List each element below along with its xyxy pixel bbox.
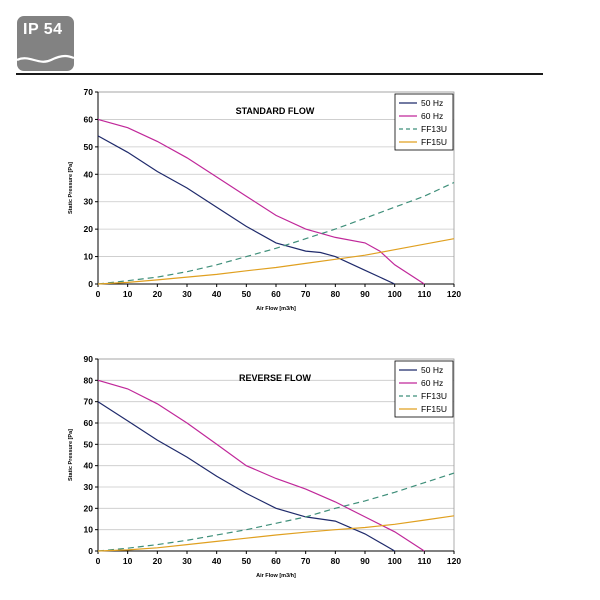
x-tick-label: 110 bbox=[417, 289, 431, 299]
x-axis-label: Air Flow [m3/h] bbox=[256, 306, 296, 312]
x-tick-label: 110 bbox=[417, 556, 431, 566]
x-tick-label: 30 bbox=[182, 289, 192, 299]
x-tick-label: 50 bbox=[242, 556, 252, 566]
x-tick-label: 90 bbox=[360, 289, 370, 299]
legend-label: 60 Hz bbox=[421, 111, 443, 121]
header-divider bbox=[16, 73, 543, 75]
x-tick-label: 80 bbox=[331, 556, 341, 566]
y-tick-label: 30 bbox=[84, 197, 94, 207]
y-tick-label: 30 bbox=[84, 482, 94, 492]
x-tick-label: 100 bbox=[388, 556, 402, 566]
ip-rating-badge: IP 54 bbox=[17, 16, 74, 71]
ip-rating-label: IP 54 bbox=[23, 21, 63, 38]
y-tick-label: 70 bbox=[84, 87, 94, 97]
x-tick-label: 60 bbox=[271, 289, 281, 299]
y-tick-label: 50 bbox=[84, 439, 94, 449]
y-tick-label: 40 bbox=[84, 461, 94, 471]
y-tick-label: 20 bbox=[84, 503, 94, 513]
x-axis-label: Air Flow [m3/h] bbox=[256, 573, 296, 579]
chart-title: REVERSE FLOW bbox=[239, 373, 312, 383]
x-tick-label: 80 bbox=[331, 289, 341, 299]
y-tick-label: 70 bbox=[84, 397, 94, 407]
y-tick-label: 40 bbox=[84, 169, 94, 179]
series-line-ff13u bbox=[97, 472, 455, 552]
y-tick-label: 80 bbox=[84, 375, 94, 385]
legend-label: 50 Hz bbox=[421, 98, 443, 108]
x-tick-label: 0 bbox=[96, 556, 101, 566]
series-line-50-hz bbox=[97, 401, 395, 552]
legend-label: FF13U bbox=[421, 391, 447, 401]
y-tick-label: 20 bbox=[84, 224, 94, 234]
x-tick-label: 70 bbox=[301, 556, 311, 566]
x-tick-label: 70 bbox=[301, 289, 311, 299]
series-line-60-hz bbox=[97, 379, 425, 552]
standard-flow-plot: 0 10 20 30 40 50 60 70 0 10 20 30 40 50 60 70 80 90 100 110… bbox=[68, 87, 461, 312]
chart-title: STANDARD FLOW bbox=[236, 106, 315, 116]
x-tick-label: 120 bbox=[447, 289, 461, 299]
y-tick-label: 0 bbox=[88, 279, 93, 289]
x-tick-label: 120 bbox=[447, 556, 461, 566]
legend-label: 60 Hz bbox=[421, 378, 443, 388]
series-line-ff13u bbox=[97, 181, 455, 285]
y-tick-label: 60 bbox=[84, 114, 94, 124]
y-tick-label: 50 bbox=[84, 142, 94, 152]
y-tick-label: 90 bbox=[84, 354, 94, 364]
legend-label: 50 Hz bbox=[421, 365, 443, 375]
x-tick-label: 0 bbox=[96, 289, 101, 299]
x-tick-label: 50 bbox=[242, 289, 252, 299]
reverse-flow-chart: 0 10 20 30 40 50 60 70 80 90 0 10 20 30 40 50 60 70 80 90 10… bbox=[0, 347, 600, 587]
y-axis-label: Static Pressure [Pa] bbox=[68, 162, 74, 214]
y-axis-label: Static Pressure [Pa] bbox=[68, 429, 74, 481]
y-tick-label: 10 bbox=[84, 525, 94, 535]
legend-label: FF15U bbox=[421, 404, 447, 414]
x-tick-label: 40 bbox=[212, 289, 222, 299]
y-tick-label: 10 bbox=[84, 252, 94, 262]
series-line-ff15u bbox=[97, 515, 455, 552]
series-line-ff15u bbox=[97, 238, 455, 285]
x-tick-label: 20 bbox=[153, 289, 163, 299]
x-tick-label: 60 bbox=[271, 556, 281, 566]
legend-label: FF15U bbox=[421, 137, 447, 147]
y-tick-label: 60 bbox=[84, 418, 94, 428]
wave-icon bbox=[17, 54, 74, 63]
x-tick-label: 20 bbox=[153, 556, 163, 566]
series-line-60-hz bbox=[97, 118, 425, 285]
x-tick-label: 10 bbox=[123, 289, 133, 299]
x-tick-label: 90 bbox=[360, 556, 370, 566]
reverse-flow-plot: 0 10 20 30 40 50 60 70 80 90 0 10 20 30 40 50 60 70 80 90 10… bbox=[68, 354, 461, 579]
y-tick-label: 0 bbox=[88, 546, 93, 556]
x-tick-label: 10 bbox=[123, 556, 133, 566]
legend-label: FF13U bbox=[421, 124, 447, 134]
x-tick-label: 30 bbox=[182, 556, 192, 566]
standard-flow-chart: 0 10 20 30 40 50 60 70 0 10 20 30 40 50 60 70 80 90 100 110… bbox=[0, 80, 600, 320]
x-tick-label: 100 bbox=[388, 289, 402, 299]
x-tick-label: 40 bbox=[212, 556, 222, 566]
